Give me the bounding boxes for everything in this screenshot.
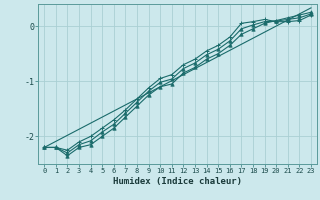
X-axis label: Humidex (Indice chaleur): Humidex (Indice chaleur) [113, 177, 242, 186]
